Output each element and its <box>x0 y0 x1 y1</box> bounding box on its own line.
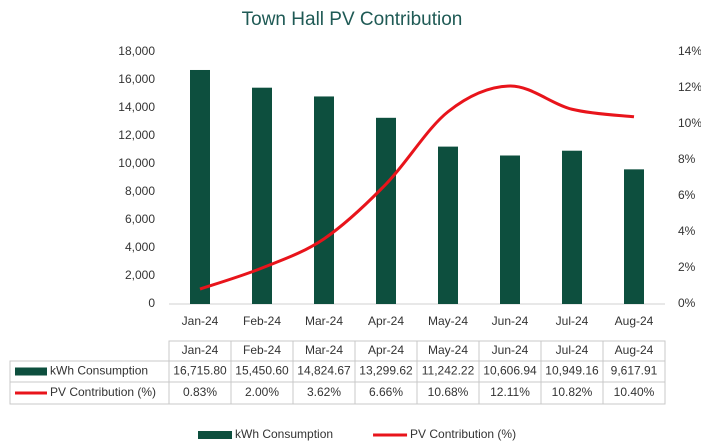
y-tick-label: 18,000 <box>118 44 155 58</box>
table-row-label: PV Contribution (%) <box>50 385 156 399</box>
legend-label: kWh Consumption <box>235 427 333 441</box>
table-value: 15,450.60 <box>235 364 289 378</box>
table-value: 10,606.94 <box>483 364 537 378</box>
line <box>199 84 635 291</box>
legend-swatch <box>15 367 47 376</box>
x-tick-label: Feb-24 <box>243 314 281 328</box>
table-value: 16,715.80 <box>173 364 227 378</box>
bar <box>314 96 334 304</box>
bar <box>624 169 644 304</box>
y2-tick-label: 0% <box>678 296 696 310</box>
table-value: 6.66% <box>369 385 403 399</box>
table-value: 0.83% <box>183 385 217 399</box>
bar <box>562 150 582 304</box>
table-value: 10,949.16 <box>545 364 599 378</box>
bar <box>252 87 272 305</box>
table-value: 14,824.67 <box>297 364 351 378</box>
table-value: 10.68% <box>428 385 469 399</box>
x-tick-label: May-24 <box>428 314 468 328</box>
y-tick-label: 6,000 <box>125 212 155 226</box>
x-tick-label: Jan-24 <box>182 314 219 328</box>
x-tick-label: Mar-24 <box>305 314 343 328</box>
table-value: 12.11% <box>490 385 530 399</box>
y2-tick-label: 14% <box>678 44 701 58</box>
table-value: 11,242.22 <box>422 364 475 378</box>
x-tick-label: Apr-24 <box>368 314 404 328</box>
bar <box>438 146 458 304</box>
table-cell <box>602 381 666 405</box>
chart-title: Town Hall PV Contribution <box>242 9 463 30</box>
table-value: 2.00% <box>245 385 279 399</box>
table-header: May-24 <box>428 343 468 357</box>
table-header: Jul-24 <box>556 343 589 357</box>
y-tick-label: 16,000 <box>118 72 155 86</box>
y2-tick-label: 4% <box>678 224 696 238</box>
table-header: Jan-24 <box>182 343 219 357</box>
legend-swatch <box>198 431 232 439</box>
x-tick-label: Jul-24 <box>556 314 589 328</box>
table-value: 9,617.91 <box>611 364 658 378</box>
y-tick-label: 12,000 <box>118 128 155 142</box>
table-header: Mar-24 <box>305 343 343 357</box>
y-tick-label: 10,000 <box>118 156 155 170</box>
table-value: 10.40% <box>614 385 655 399</box>
bar <box>376 117 396 304</box>
y-tick-label: 14,000 <box>118 100 155 114</box>
table-row-label: kWh Consumption <box>50 364 148 378</box>
table-header: Apr-24 <box>368 343 404 357</box>
table-header: Aug-24 <box>615 343 654 357</box>
table-header: Feb-24 <box>243 343 281 357</box>
y-tick-label: 0 <box>148 296 155 310</box>
y2-tick-label: 2% <box>678 260 696 274</box>
y2-tick-label: 6% <box>678 188 696 202</box>
y-tick-label: 2,000 <box>125 268 155 282</box>
bar <box>500 155 520 304</box>
table-value: 13,299.62 <box>359 364 413 378</box>
x-tick-label: Aug-24 <box>615 314 654 328</box>
x-tick-label: Jun-24 <box>492 314 529 328</box>
y2-tick-label: 10% <box>678 116 701 130</box>
table-value: 10.82% <box>552 385 593 399</box>
legend-label: PV Contribution (%) <box>410 427 516 441</box>
y2-tick-label: 8% <box>678 152 696 166</box>
table-value: 3.62% <box>307 385 341 399</box>
y-tick-label: 8,000 <box>125 184 155 198</box>
y2-tick-label: 12% <box>678 80 701 94</box>
bar <box>190 69 210 305</box>
table-header: Jun-24 <box>492 343 529 357</box>
y-tick-label: 4,000 <box>125 240 155 254</box>
